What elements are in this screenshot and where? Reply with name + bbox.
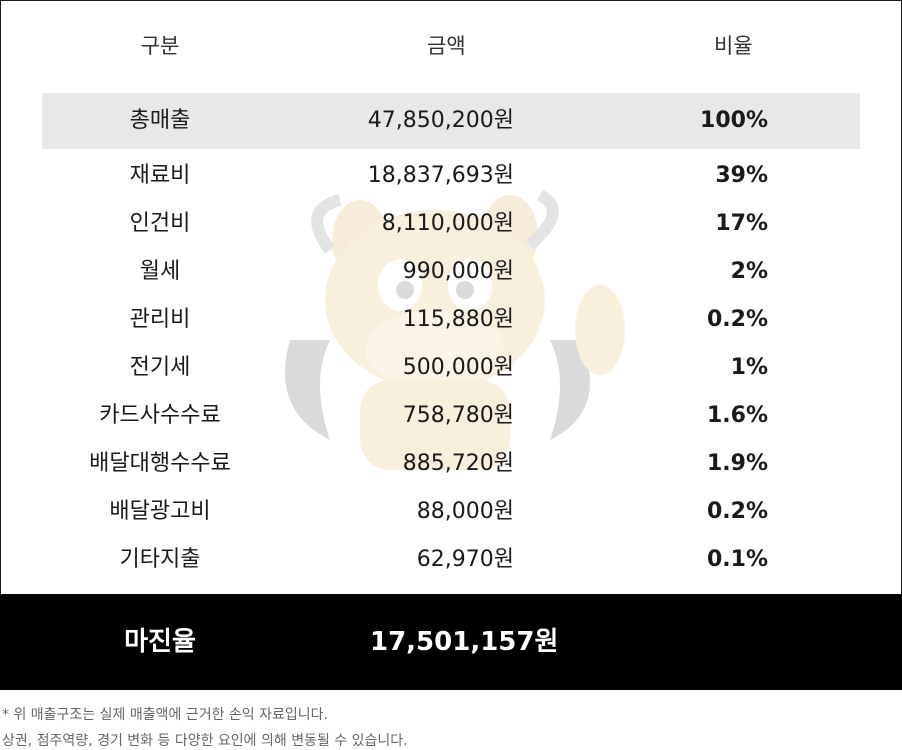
table-row: 기타지출 62,970원 0.1% [0,538,902,582]
row-amount: 18,837,693원 [367,163,514,188]
row-amount: 885,720원 [402,451,514,476]
row-amount: 758,780원 [402,403,514,428]
total-row-highlight [42,93,860,149]
margin-amount: 17,501,157원 [370,627,559,657]
header-amount: 금액 [427,34,466,58]
row-ratio: 2% [730,259,768,284]
total-row: 총매출 47,850,200원 100% [0,99,902,143]
row-category: 기타지출 [119,547,201,572]
row-category: 카드사수수료 [99,403,221,428]
bull-mascot-icon [285,190,625,470]
row-ratio: 1.6% [706,403,768,428]
row-category: 배달대행수수료 [89,451,231,476]
row-amount: 47,850,200원 [367,108,514,133]
row-amount: 8,110,000원 [381,211,514,236]
row-category: 배달광고비 [109,499,211,524]
header-ratio: 비율 [714,34,753,58]
header-category: 구분 [140,34,180,58]
table-row: 재료비 18,837,693원 39% [0,154,902,198]
row-ratio: 17% [715,211,768,236]
table-row: 배달광고비 88,000원 0.2% [0,490,902,534]
row-category: 인건비 [129,211,191,236]
disclaimer-line-1: * 위 매출구조는 실제 매출액에 근거한 손익 자료입니다. [2,707,328,723]
row-amount: 88,000원 [416,499,514,524]
margin-label: 마진율 [124,627,196,657]
row-category: 전기세 [129,355,191,380]
table-row: 인건비 8,110,000원 17% [0,202,902,246]
disclaimer-line-2: 상권, 점주역량, 경기 변화 등 다양한 요인에 의해 변동될 수 있습니다. [2,733,408,749]
row-ratio: 0.2% [706,307,768,332]
row-ratio: 1.9% [706,451,768,476]
row-amount: 500,000원 [402,355,514,380]
row-ratio: 100% [700,108,768,133]
row-ratio: 39% [715,163,768,188]
row-category: 월세 [139,259,181,284]
table-row: 전기세 500,000원 1% [0,346,902,390]
table-row: 월세 990,000원 2% [0,250,902,294]
row-amount: 990,000원 [402,259,514,284]
row-ratio: 0.2% [706,499,768,524]
row-ratio: 1% [730,355,768,380]
table-row: 배달대행수수료 885,720원 1.9% [0,442,902,486]
table-row: 관리비 115,880원 0.2% [0,298,902,342]
row-ratio: 0.1% [706,547,768,572]
row-category: 재료비 [129,163,191,188]
margin-footer: 마진율 17,501,157원 [0,594,902,690]
table-row: 카드사수수료 758,780원 1.6% [0,394,902,438]
row-amount: 62,970원 [416,547,514,572]
row-category: 총매출 [129,108,191,133]
row-category: 관리비 [129,307,191,332]
row-amount: 115,880원 [402,307,514,332]
